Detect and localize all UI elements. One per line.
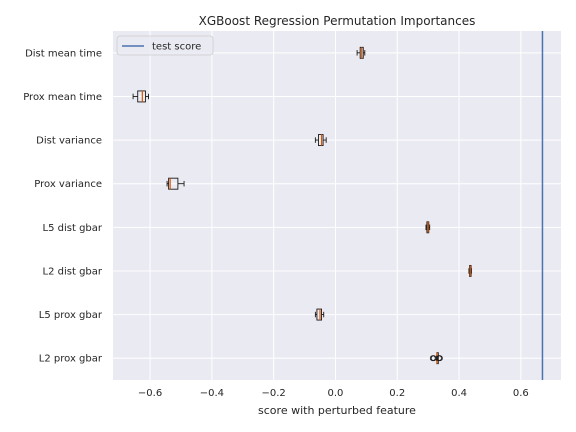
- x-tick-label: 0.4: [451, 388, 467, 399]
- y-tick-labels: Dist mean time Prox mean time Dist varianc…: [23, 48, 103, 364]
- x-tick-labels: −0.6 −0.4 −0.2 0.0 0.2 0.4 0.6: [138, 388, 529, 399]
- grid: [113, 31, 561, 380]
- legend-label: test score: [152, 42, 201, 53]
- y-tick-label: Dist mean time: [25, 48, 102, 59]
- y-tick-label: L2 prox gbar: [39, 354, 103, 365]
- box: [316, 308, 323, 321]
- x-axis-label: score with perturbed feature: [258, 404, 416, 417]
- boxplot-l5-dist-gbar: [425, 221, 431, 234]
- y-tick-label: Dist variance: [36, 136, 102, 147]
- y-tick-label: L5 prox gbar: [39, 310, 103, 321]
- x-tick-label: 0.6: [513, 388, 529, 399]
- box: [168, 177, 179, 190]
- flier-point: [436, 355, 443, 362]
- x-tick-label: −0.4: [200, 388, 224, 399]
- legend-box: [116, 35, 214, 56]
- x-tick-label: −0.6: [138, 388, 162, 399]
- boxplot-l2-prox-gbar: [429, 352, 443, 365]
- y-tick-label: Prox variance: [34, 179, 102, 190]
- y-tick-label: Prox mean time: [23, 92, 102, 103]
- boxplot-prox-variance: [166, 177, 185, 190]
- boxes-group: [132, 46, 472, 365]
- boxplot-dist-mean-time: [356, 46, 366, 59]
- boxplot-l5-prox-gbar: [314, 308, 325, 321]
- chart-title: XGBoost Regression Permutation Importanc…: [199, 14, 476, 28]
- boxplot-l2-dist-gbar: [468, 264, 472, 277]
- y-tick-label: L5 dist gbar: [43, 223, 103, 234]
- x-tick-label: −0.2: [262, 388, 286, 399]
- boxplot-dist-variance: [314, 134, 327, 147]
- legend: test score: [116, 35, 214, 56]
- box: [318, 134, 324, 147]
- y-tick-label: L2 dist gbar: [43, 266, 103, 277]
- boxplot-prox-mean-time: [132, 90, 149, 103]
- box: [137, 90, 146, 103]
- x-tick-label: 0.2: [389, 388, 405, 399]
- x-tick-label: 0.0: [328, 388, 344, 399]
- plot-area: [113, 31, 561, 380]
